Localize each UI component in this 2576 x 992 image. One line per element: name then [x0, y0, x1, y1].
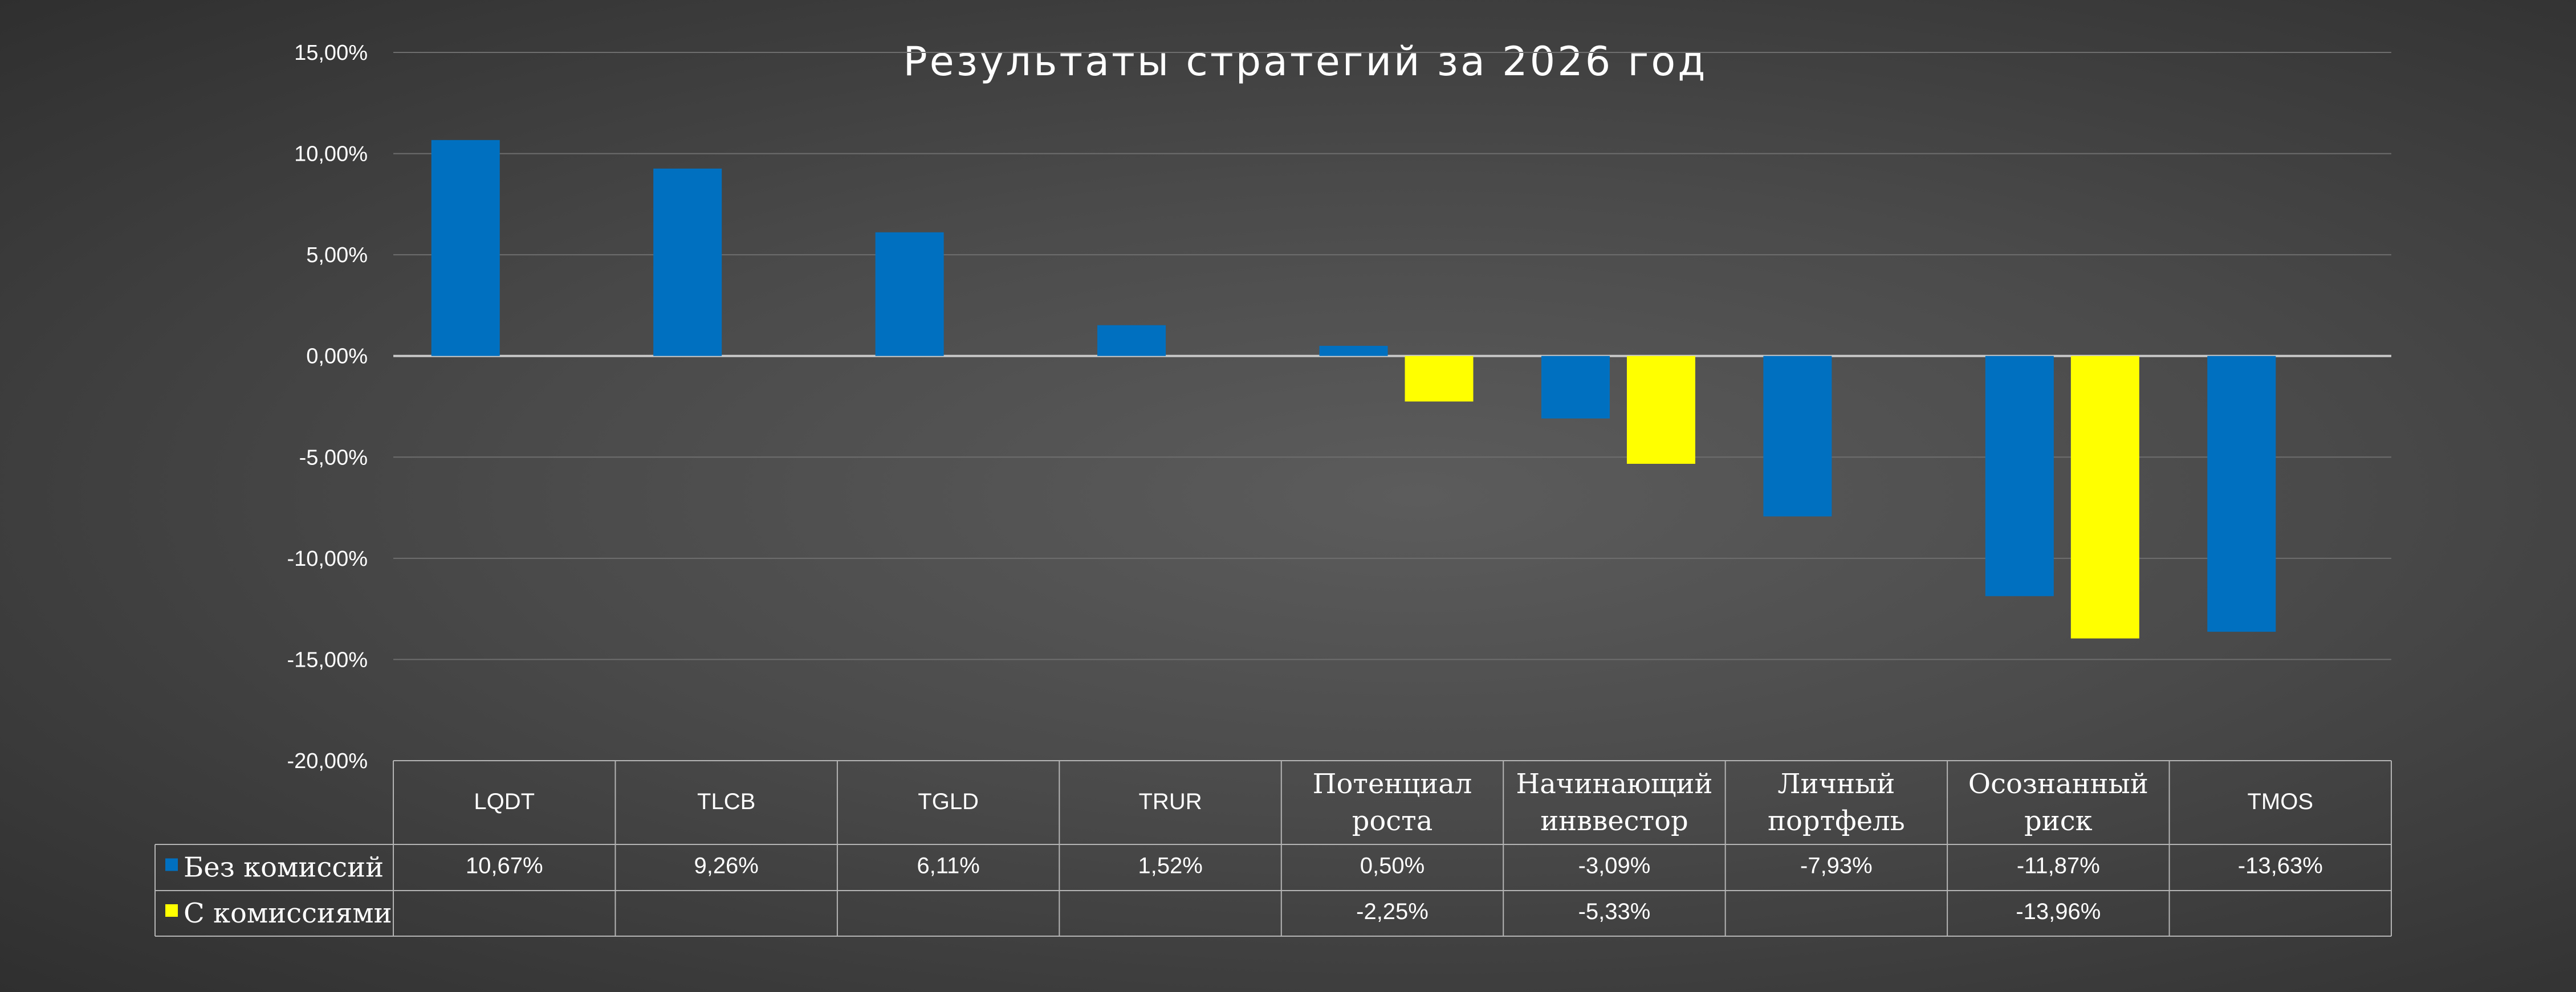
- category-label: Осознанный: [1968, 768, 2148, 800]
- category-label: TGLD: [918, 789, 979, 814]
- bar-with-fees: [1405, 356, 1474, 402]
- data-value-label: -3,09%: [1578, 854, 1651, 879]
- category-label: роста: [1352, 805, 1433, 837]
- y-axis-tick-labels: 15,00% 10,00% 5,00% 0,00% -5,00% -10,00% -15,0…: [287, 41, 368, 773]
- bar-without-fees: [431, 140, 500, 356]
- bar-without-fees: [2207, 356, 2276, 632]
- category-label: Личный: [1777, 768, 1895, 800]
- legend-key-without-fees: [165, 858, 178, 871]
- category-label: портфель: [1768, 805, 1905, 837]
- category-label: LQDT: [474, 789, 535, 814]
- category-label: TLCB: [697, 789, 755, 814]
- data-value-label: 1,52%: [1138, 854, 1202, 879]
- data-value-label: -13,96%: [2016, 899, 2101, 924]
- data-value-label: 9,26%: [694, 854, 758, 879]
- data-value-label: -2,25%: [1356, 899, 1429, 924]
- gridlines: [393, 52, 2391, 660]
- data-value-label: 6,11%: [917, 854, 979, 879]
- data-value-label: 10,67%: [466, 854, 543, 879]
- y-tick-label: -5,00%: [299, 446, 368, 470]
- y-tick-label: -20,00%: [287, 749, 368, 773]
- y-tick-label: 15,00%: [294, 41, 368, 65]
- bars: [431, 140, 2276, 639]
- y-tick-label: 0,00%: [306, 345, 368, 369]
- bar-without-fees: [1541, 356, 1610, 419]
- data-value-label: -11,87%: [2017, 854, 2100, 879]
- category-label: Начинающий: [1516, 768, 1712, 800]
- bar-without-fees: [1763, 356, 1832, 517]
- chart-title: Результаты стратегий за 2026 год: [903, 38, 1707, 85]
- legend-label: С комиссиями: [184, 897, 392, 929]
- category-label: TRUR: [1139, 789, 1202, 814]
- bar-with-fees: [1626, 356, 1695, 464]
- data-value-label: -7,93%: [1800, 854, 1873, 879]
- data-value-label: 0,50%: [1360, 854, 1425, 879]
- bar-without-fees: [1097, 325, 1166, 356]
- legend-label: Без комиссий: [184, 852, 384, 884]
- bar-without-fees: [653, 168, 722, 356]
- category-label: Потенциал: [1313, 768, 1472, 800]
- data-value-label: -5,33%: [1578, 899, 1651, 924]
- y-tick-label: -10,00%: [287, 547, 368, 571]
- category-label: TMOS: [2248, 789, 2314, 814]
- data-table: LQDT TLCB TGLD TRUR Потенциал роста Начинающий…: [154, 760, 2392, 937]
- bar-without-fees: [1319, 345, 1388, 356]
- y-tick-label: 5,00%: [306, 243, 368, 267]
- category-label: инввестор: [1540, 805, 1688, 837]
- bar-without-fees: [875, 232, 944, 356]
- y-tick-label: -15,00%: [287, 648, 368, 672]
- category-label: риск: [2024, 805, 2093, 837]
- bar-without-fees: [1985, 356, 2054, 597]
- legend-key-with-fees: [165, 904, 178, 917]
- bar-with-fees: [2070, 356, 2139, 639]
- data-value-label: -13,63%: [2238, 854, 2323, 879]
- y-tick-label: 10,00%: [294, 142, 368, 166]
